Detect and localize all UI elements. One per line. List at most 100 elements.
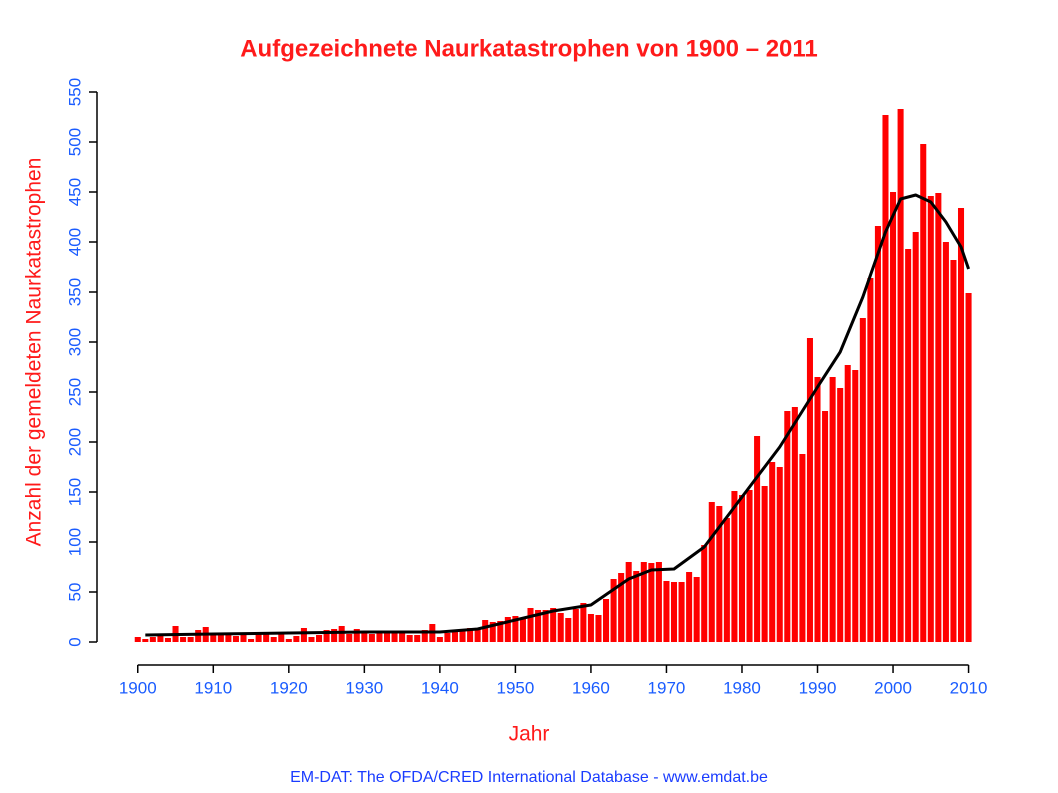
trend-line: [145, 193, 970, 637]
y-tick-label: 150: [65, 478, 84, 506]
source-note: EM-DAT: The OFDA/CRED International Data…: [290, 769, 768, 786]
x-axis-title: Jahr: [509, 723, 550, 746]
bar: [535, 610, 542, 642]
y-tick-label: 550: [65, 78, 84, 106]
bar: [882, 115, 889, 642]
bar: [610, 579, 617, 642]
bar: [731, 491, 738, 642]
y-tick-label: 500: [65, 128, 84, 156]
bar: [414, 635, 421, 642]
bar: [761, 486, 768, 642]
bar: [655, 562, 662, 642]
x-tick-label: 1910: [194, 678, 232, 697]
bar: [822, 411, 829, 642]
x-tick-label: 1990: [799, 678, 837, 697]
bar: [225, 635, 232, 642]
bar: [519, 618, 526, 642]
bar: [874, 226, 881, 642]
bar: [640, 562, 647, 642]
y-tick-label: 450: [65, 178, 84, 206]
bar: [497, 621, 504, 642]
bar: [134, 637, 141, 642]
bar: [316, 635, 323, 642]
y-tick-label: 50: [65, 583, 84, 602]
x-tick-label: 1960: [572, 678, 610, 697]
bar: [686, 572, 693, 642]
bar: [263, 633, 270, 642]
bar: [187, 637, 194, 642]
x-tick-label: 1940: [421, 678, 459, 697]
bar: [625, 562, 632, 642]
bar: [791, 407, 798, 642]
bar: [164, 638, 171, 642]
bar: [406, 635, 413, 642]
bar: [436, 637, 443, 642]
bar: [814, 377, 821, 642]
x-tick-label: 1920: [270, 678, 308, 697]
bar: [890, 192, 897, 642]
bar: [663, 581, 670, 642]
bar: [965, 293, 972, 642]
bar: [180, 637, 187, 642]
bar: [149, 637, 156, 642]
bar: [542, 610, 549, 642]
bar: [444, 633, 451, 642]
bar: [942, 242, 949, 642]
bar: [504, 617, 511, 642]
x-tick-label: 1970: [648, 678, 686, 697]
bar: [957, 208, 965, 642]
bar: [346, 634, 353, 642]
y-tick-label: 350: [65, 278, 84, 306]
bar: [565, 618, 572, 642]
bar: [368, 634, 375, 642]
bar: [399, 633, 406, 642]
bar: [240, 635, 247, 642]
bar: [278, 633, 285, 642]
bar: [572, 609, 579, 642]
bar: [784, 411, 791, 642]
x-tick-label: 1950: [496, 678, 534, 697]
bar: [459, 631, 466, 642]
bar: [482, 620, 489, 642]
bar: [595, 615, 602, 642]
bar: [920, 144, 927, 642]
bar: [512, 616, 519, 642]
bar: [738, 495, 746, 642]
x-tick-label: 1930: [345, 678, 383, 697]
bar: [376, 633, 383, 642]
bar: [897, 109, 904, 642]
bar: [255, 634, 262, 642]
bar: [323, 630, 330, 642]
bar: [361, 632, 368, 642]
bar: [157, 636, 164, 642]
bar: [248, 639, 255, 642]
bar: [293, 636, 300, 642]
bar: [527, 608, 534, 642]
bar: [603, 599, 610, 642]
chart-title: Aufgezeichnete Naurkatastrophen von 1900…: [240, 35, 818, 62]
y-tick-label: 0: [65, 637, 84, 646]
bar: [474, 629, 481, 642]
bar: [300, 628, 307, 642]
x-tick-label: 2010: [950, 678, 988, 697]
bar: [927, 196, 934, 642]
bar: [580, 603, 587, 642]
bar: [859, 318, 866, 642]
bar: [708, 502, 715, 642]
y-tick-label: 250: [65, 378, 84, 406]
bar: [217, 634, 224, 642]
bar: [912, 232, 919, 642]
bar: [769, 462, 776, 642]
bar: [844, 365, 851, 642]
x-tick-label: 2000: [874, 678, 912, 697]
bar: [618, 573, 625, 642]
bar: [648, 563, 655, 642]
bar: [451, 632, 458, 642]
bar: [678, 582, 685, 642]
bar: [550, 608, 557, 642]
bar: [829, 377, 836, 642]
y-tick-label: 200: [65, 428, 84, 456]
bar: [701, 545, 708, 642]
bar: [935, 193, 942, 642]
bar: [557, 613, 564, 642]
